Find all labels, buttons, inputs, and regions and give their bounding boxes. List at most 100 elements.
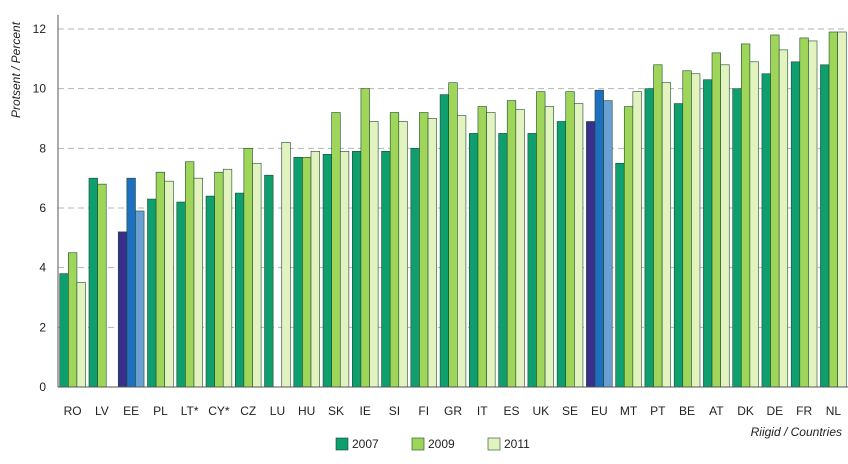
x-tick-label: RO <box>64 404 82 418</box>
bar-IT-2007 <box>469 133 479 388</box>
bar-EU-2007 <box>586 121 596 388</box>
x-tick-label: AT <box>709 404 724 418</box>
bar-PT-2007 <box>644 88 654 388</box>
y-tick-label: 8 <box>39 141 46 155</box>
legend-label: 2011 <box>504 437 530 451</box>
bar-SE-2011 <box>574 103 584 388</box>
bar-SK-2009 <box>331 112 341 388</box>
bar-AT-2007 <box>703 79 713 388</box>
bar-RO-2011 <box>76 282 86 388</box>
bars <box>59 31 847 388</box>
bar-ES-2009 <box>506 100 517 388</box>
bar-HU-2011 <box>310 151 320 388</box>
bar-HU-2007 <box>293 156 303 388</box>
bar-SE-2007 <box>556 121 567 388</box>
bar-FR-2011 <box>808 40 818 388</box>
bar-UK-2011 <box>544 106 554 388</box>
bar-FI-2009 <box>419 112 429 388</box>
bar-HU-2009 <box>302 156 312 388</box>
x-tick-label: FR <box>796 404 812 418</box>
bar-LV-2007 <box>88 177 98 388</box>
bar-LT-2011 <box>193 177 203 388</box>
x-tick-label: LT* <box>181 404 199 418</box>
bar-NL-2011 <box>837 31 847 388</box>
bar-NL-2009 <box>828 31 838 388</box>
bar-PT-2011 <box>661 82 672 388</box>
x-tick-label: DK <box>737 404 754 418</box>
legend-swatch-2011 <box>487 437 501 451</box>
bar-RO-2007 <box>59 273 69 388</box>
bar-IE-2009 <box>360 88 370 388</box>
bar-GR-2011 <box>456 115 467 388</box>
x-tick-label: DE <box>767 404 784 418</box>
x-tick-label: BE <box>679 404 695 418</box>
bar-IE-2007 <box>352 151 362 388</box>
bar-CZ-2011 <box>252 162 262 388</box>
bar-FI-2007 <box>410 148 420 388</box>
bar-SI-2011 <box>398 121 408 388</box>
y-tick-label: 0 <box>39 380 46 394</box>
bar-LT-2007 <box>176 201 186 388</box>
bar-MT-2007 <box>615 162 625 388</box>
bar-EE-2009 <box>126 177 136 388</box>
x-tick-label: MT <box>620 404 638 418</box>
bar-NL-2007 <box>820 64 830 388</box>
y-tick-label: 6 <box>39 201 46 215</box>
x-tick-label: CY* <box>208 404 230 418</box>
bar-UK-2009 <box>536 91 546 388</box>
bar-SI-2007 <box>381 151 391 388</box>
bar-BE-2009 <box>682 70 692 388</box>
x-tick-label: HU <box>298 404 315 418</box>
axes: 0 2 4 6 8 10 12 RO LV EE PL LT* CY* CZ LU HU SK IE SI FI GR I… <box>33 15 848 418</box>
x-axis-title: Riigid / Countries <box>751 425 842 439</box>
legend-label: 2009 <box>428 437 455 451</box>
bar-UK-2007 <box>527 133 537 388</box>
bar-CZ-2007 <box>234 192 245 388</box>
bar-EE-2007 <box>117 231 128 388</box>
x-tick-label: PT <box>650 404 666 418</box>
x-tick-label: SE <box>562 404 578 418</box>
x-tick-label: LU <box>270 404 285 418</box>
bar-LV-2009 <box>97 183 107 388</box>
bar-AT-2009 <box>711 52 721 388</box>
x-tick-label: IT <box>477 404 488 418</box>
bar-FR-2009 <box>799 37 809 388</box>
bar-PT-2009 <box>653 64 663 388</box>
bar-DK-2009 <box>740 43 751 388</box>
y-axis-title: Protsent / Percent <box>9 21 23 118</box>
bar-CY-2009 <box>214 171 224 388</box>
bar-CZ-2009 <box>243 148 253 388</box>
legend-label: 2007 <box>352 437 379 451</box>
x-tick-label: CZ <box>240 404 256 418</box>
bar-DE-2009 <box>770 34 780 388</box>
bar-IT-2011 <box>486 112 496 388</box>
bar-ES-2011 <box>515 109 525 388</box>
x-tick-label: FI <box>418 404 429 418</box>
bar-MT-2009 <box>623 106 634 388</box>
x-tick-label: EE <box>123 404 139 418</box>
bar-CY-2011 <box>222 168 233 388</box>
legend-swatch-2009 <box>411 437 425 451</box>
x-tick-label: IE <box>360 404 371 418</box>
bar-SE-2009 <box>565 91 575 388</box>
bar-PL-2007 <box>147 198 157 388</box>
bar-PL-2011 <box>164 180 174 388</box>
y-tick-label: 12 <box>33 22 47 36</box>
bar-FR-2007 <box>790 61 801 388</box>
y-tick-label: 4 <box>39 261 46 275</box>
y-tick-label: 2 <box>39 320 46 334</box>
bar-DE-2007 <box>761 73 771 388</box>
bar-EU-2009 <box>594 89 604 388</box>
bar-BE-2011 <box>691 73 701 388</box>
bar-LT-2009 <box>185 161 195 388</box>
bar-LU-2011 <box>281 142 291 388</box>
bar-RO-2009 <box>68 252 78 388</box>
bar-FI-2011 <box>427 118 437 388</box>
x-tick-label: GR <box>444 404 462 418</box>
bar-IE-2011 <box>369 121 379 388</box>
x-tick-label: ES <box>504 404 520 418</box>
bar-GR-2007 <box>439 94 449 388</box>
bar-ES-2007 <box>498 133 508 388</box>
